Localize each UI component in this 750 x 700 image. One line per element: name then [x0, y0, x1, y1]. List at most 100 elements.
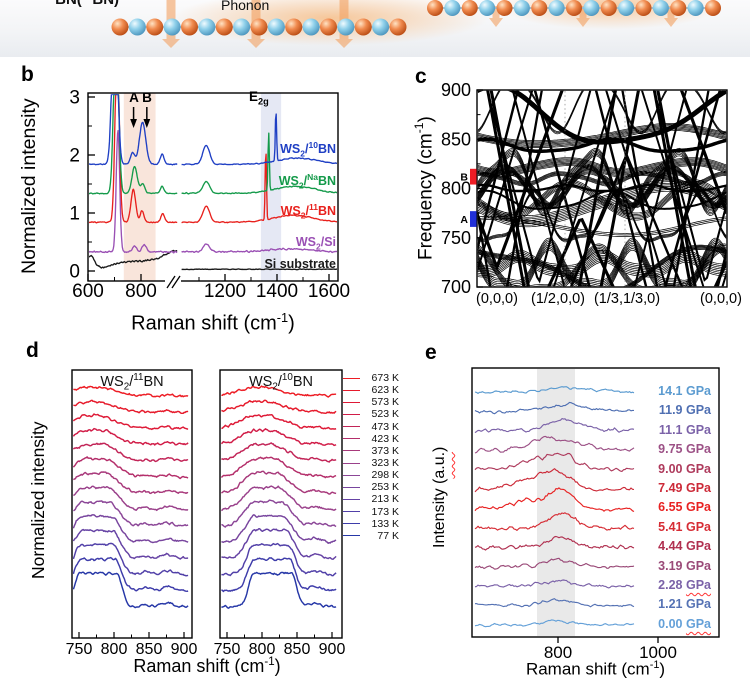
legend-line	[343, 377, 360, 379]
pressure-spectrum-line	[474, 557, 635, 570]
mode-marker-label: A	[460, 214, 468, 226]
phonon-label: Phonon	[221, 0, 270, 13]
e-y-title-text: Intensity (	[431, 478, 448, 549]
x-tick-label: (0,0,0)	[700, 291, 742, 307]
pressure-spectrum-line	[474, 487, 635, 513]
pressure-label: 11.1 GPa	[658, 422, 711, 437]
x-tick-label: 850	[136, 641, 163, 658]
panel-b-series-label: Si substrate	[264, 257, 336, 271]
temperature-spectrum-line	[73, 456, 189, 480]
isotope-sup-11: 11	[82, 0, 93, 1]
y-tick-label: 900	[441, 80, 471, 100]
panel-letter-c: c	[415, 65, 427, 88]
panel-b-series-label: WS2/11BN	[280, 202, 336, 221]
panel-e-y-axis-title: Intensity (a.u.)	[431, 415, 449, 580]
temperature-spectrum-line	[73, 413, 189, 431]
atom-blue	[233, 18, 251, 36]
pressure-spectrum-line	[474, 435, 635, 454]
legend-label: 213 K	[371, 493, 399, 506]
temperature-spectrum-line	[73, 514, 189, 544]
spectrum-line	[89, 94, 178, 224]
spectrum-line	[181, 243, 337, 254]
x-tick-label: 1000	[639, 643, 677, 662]
c-y-title-close: )	[415, 116, 437, 123]
y-tick-label: 700	[441, 277, 471, 297]
legend-entry: 253 K	[343, 481, 415, 493]
atom-blue	[302, 18, 320, 36]
pressure-label: 1.21 GPa	[658, 597, 711, 612]
x-tick-label: 1400	[256, 281, 298, 302]
e2g-sub: 2g	[258, 96, 269, 107]
temperature-spectrum-line	[73, 399, 189, 415]
legend-label: 298 K	[371, 469, 399, 482]
highlight-band	[123, 93, 156, 281]
panel-b-series-label: WS2/Si	[295, 235, 336, 252]
x-tick-label: 1200	[204, 281, 246, 302]
e-x-title-sup: -1	[649, 659, 660, 671]
pressure-spectrum-line	[474, 386, 635, 394]
isotope-label: 10BN(11BN)	[44, 0, 119, 8]
b-x-title-text: Raman shift (cm	[131, 312, 277, 335]
panel-letter-e: e	[425, 341, 437, 364]
axis-ticks: 750 800 850 900	[66, 632, 197, 658]
temperature-spectrum-line	[221, 527, 337, 560]
atom-orange	[354, 18, 372, 36]
temperature-spectrum-line	[221, 571, 337, 609]
temperature-spectrum-line	[73, 528, 189, 560]
peak-arrows	[130, 107, 151, 128]
y-tick-label: 1	[69, 204, 80, 225]
temperature-spectrum-line	[221, 485, 337, 512]
isotope-text-2: BN)	[92, 0, 119, 8]
axis-ticks: 700 750 800 850 900 (0,0,0) (1/2,0,0) (1/3,1/3,…	[441, 80, 742, 307]
pressure-spectrum-line	[474, 619, 635, 628]
isotope-sup-10: 10	[44, 0, 55, 1]
pressure-spectrum-line	[474, 598, 635, 608]
temperature-spectrum-line	[73, 500, 189, 527]
pressure-label: 0.00 GPa	[658, 616, 711, 631]
legend-line	[343, 474, 360, 476]
atom-blue	[652, 0, 669, 16]
temperature-spectrum-line	[221, 442, 337, 463]
legend-entry: 373 K	[343, 445, 415, 457]
atom-orange	[146, 18, 164, 36]
pressure-label: 7.49 GPa	[658, 481, 711, 495]
axis-ticks: 800 1000	[544, 637, 677, 662]
spectrum-line	[89, 94, 178, 166]
x-tick-label: (1/3,1/3,0)	[594, 291, 660, 307]
pressure-label: 9.75 GPa	[658, 442, 711, 457]
legend-line	[343, 450, 360, 452]
spectrum-line	[181, 153, 337, 224]
temperature-spectra	[221, 385, 337, 609]
atom-blue	[163, 18, 181, 36]
pressure-spectrum-line	[474, 401, 634, 415]
b-x-title-sup: -1	[276, 310, 289, 325]
atom-orange	[496, 0, 513, 16]
pressure-label: 5.41 GPa	[658, 519, 711, 534]
legend-line	[343, 438, 360, 440]
atom-blue	[687, 0, 704, 16]
panel-c-y-axis-title: Frequency (cm-1)	[412, 96, 437, 280]
x-tick-label: 1600	[308, 281, 350, 302]
legend-label: 373 K	[371, 444, 399, 457]
spectrum-line	[181, 268, 337, 271]
panel-b-series-label: WS2/10BN	[280, 140, 336, 159]
x-tick-label: 750	[66, 641, 93, 658]
pressure-spectrum-line	[474, 418, 635, 434]
legend-label: 473 K	[371, 420, 399, 433]
legend-entry: 173 K	[343, 506, 415, 518]
panel-b-y-axis-title: Normalized intensity	[18, 98, 40, 274]
temperature-spectrum-line	[73, 556, 189, 593]
legend-line	[343, 486, 360, 488]
d-x-title-close: )	[274, 656, 281, 676]
pressure-label: 3.19 GPa	[658, 558, 711, 573]
temperature-spectrum-line	[73, 571, 189, 609]
down-arrow-icon	[143, 119, 151, 128]
temperature-spectrum-line	[73, 427, 189, 446]
atom-orange	[566, 0, 582, 16]
panel-b-x-axis-title: Raman shift (cm-1)	[88, 310, 338, 336]
panel-letter-d: d	[26, 339, 39, 362]
legend-label: 253 K	[371, 481, 399, 494]
e2g-peak-label: E2g	[249, 89, 269, 107]
